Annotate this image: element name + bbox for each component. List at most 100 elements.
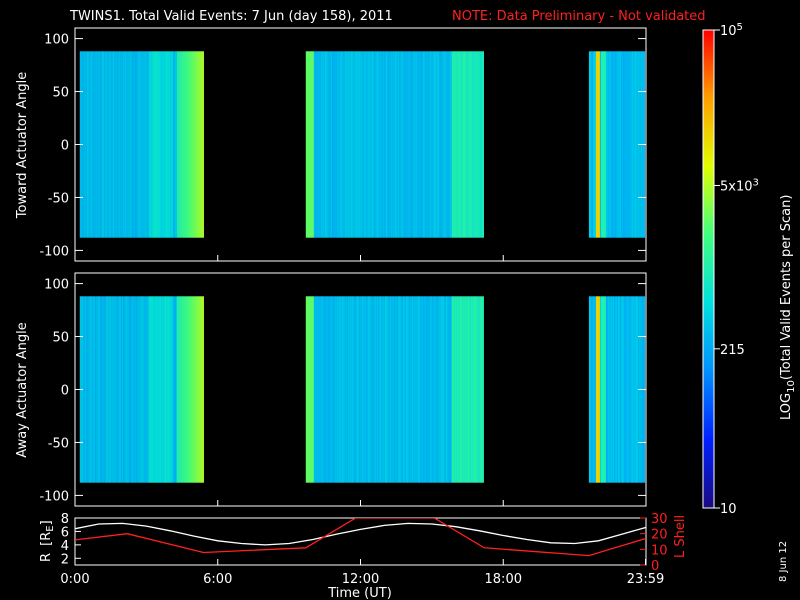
heatmap-column [346,296,348,483]
heatmap-column [189,51,191,238]
heatmap-column [437,51,439,238]
heatmap-column [163,296,165,483]
heatmap-column [375,296,377,483]
heatmap-column [137,51,139,238]
heatmap-column [96,296,98,483]
heatmap-column [309,51,311,238]
heatmap-column [100,296,102,483]
heatmap-column [343,51,345,238]
colorbar-frame [702,29,715,509]
heatmap-column [196,296,198,483]
colorbar-tick-label: 215 [720,343,745,358]
heatmap-column [94,296,96,483]
heatmap-column [103,51,105,238]
heatmap-column [431,51,433,238]
heatmap-column [464,51,466,238]
heatmap-column [92,296,94,483]
heatmap-column [391,296,393,483]
heatmap-column [427,51,429,238]
heatmap-column [612,296,615,483]
heatmap-column [416,51,418,238]
heatmap-column [305,296,307,483]
heatmap-column [434,51,436,238]
heatmap-column [622,296,625,483]
heatmap-column [456,51,458,238]
r-axis-label: R [RE] [39,520,56,562]
heatmap-column [346,51,348,238]
heatmap-column [393,51,395,238]
heatmap-column [473,296,475,483]
heatmap-column [83,296,85,483]
heatmap-column [608,51,611,238]
heatmap-column [594,51,597,238]
heatmap-column [633,296,636,483]
heatmap-column [135,296,137,483]
heatmap-column [399,296,401,483]
heatmap-column [120,51,122,238]
heatmap-column [593,51,596,238]
heatmap-column [467,296,469,483]
heatmap-column [310,296,312,483]
heatmap-column [350,51,352,238]
heatmap-column [611,296,614,483]
heatmap-column [436,296,438,483]
heatmap-column [595,51,598,238]
r-tick-label: 2 [61,552,69,567]
heatmap-column [145,51,147,238]
heatmap-column [359,296,361,483]
heatmap-column [627,51,630,238]
heatmap-column [414,51,416,238]
heatmap-column [382,51,384,238]
away-heatmap-panel: 100 50 0 -50 -100 Away Actuator Angle [15,272,647,507]
colorbar-gradient [703,30,714,508]
heatmap-column [113,296,115,483]
heatmap-column [184,296,186,483]
heatmap-column [135,51,137,238]
heatmap-column [110,51,112,238]
heatmap-column [182,296,184,483]
heatmap-column [353,51,355,238]
heatmap-column [381,51,383,238]
heatmap-column [152,51,154,238]
heatmap-column [175,51,177,238]
heatmap-column [635,296,638,483]
heatmap-column [609,296,612,483]
heatmap-column [345,51,347,238]
heatmap-column [383,51,385,238]
heatmap-column [397,51,399,238]
figure-title: TWINS1. Total Valid Events: 7 Jun (day 1… [69,9,393,24]
heatmap-column [445,296,447,483]
heatmap-column [140,51,142,238]
heatmap-column [427,296,429,483]
heatmap-column [406,51,408,238]
heatmap-column [342,51,344,238]
heatmap-column [146,51,148,238]
heatmap-column [407,51,409,238]
heatmap-column [426,296,428,483]
heatmap-column [173,296,175,483]
heatmap-column [123,296,125,483]
heatmap-column [347,51,349,238]
heatmap-column [148,296,150,483]
heatmap-column [389,296,391,483]
heatmap-column [105,296,107,483]
heatmap-column [411,296,413,483]
heatmap-column [598,51,601,238]
heatmap-column [608,296,611,483]
heatmap-column [441,51,443,238]
heatmap-column [423,51,425,238]
heatmap-column [589,296,592,483]
heatmap-column [428,296,430,483]
colorbar-label-log: LOG [779,393,794,420]
heatmap-column [600,51,603,238]
heatmap-column [361,51,363,238]
colorbar-tick-base: 10 [720,502,737,517]
heatmap-column [404,296,406,483]
heatmap-column [353,296,355,483]
heatmap-column [370,51,372,238]
heatmap-column [318,51,320,238]
heatmap-column [136,51,138,238]
heatmap-column [599,51,602,238]
heatmap-column [432,51,434,238]
